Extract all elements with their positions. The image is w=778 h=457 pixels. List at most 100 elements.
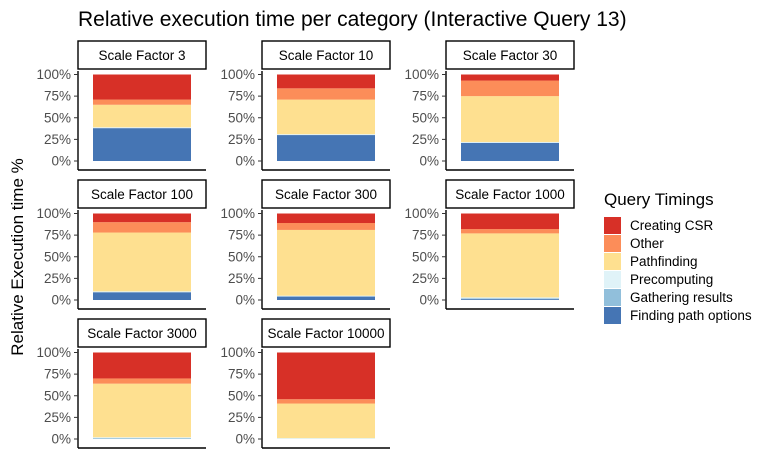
bar-segment-pathfinding: [277, 229, 375, 296]
y-tick-label: 0%: [51, 432, 71, 447]
legend-swatch: [604, 271, 621, 288]
bar-segment-creating-csr: [461, 74, 559, 81]
legend-item-pathfinding: Pathfinding: [604, 253, 698, 270]
y-tick-label: 75%: [412, 89, 439, 104]
facet-strip: [261, 318, 391, 348]
y-tick-label: 25%: [44, 271, 71, 286]
bar-segment-precomputing: [277, 438, 375, 439]
bar-segment-finding-path-options: [277, 135, 375, 161]
y-tick-label: 25%: [412, 132, 439, 147]
y-tick-label: 75%: [44, 367, 71, 382]
y-tick-label: 75%: [228, 89, 255, 104]
facet-panel-scale-factor-10: Scale Factor 10 0% 25% 50% 75% 100%: [220, 40, 391, 171]
bar-segment-pathfinding: [93, 383, 191, 438]
bar-segment-pathfinding: [461, 233, 559, 298]
facet-strip-label: Scale Factor 10000: [267, 326, 384, 341]
y-tick-label: 75%: [228, 367, 255, 382]
bar-segment-other: [93, 99, 191, 105]
facet-strip: [77, 179, 207, 209]
y-tick-label: 100%: [220, 67, 255, 82]
bar-segment-precomputing: [461, 297, 559, 299]
legend-label: Finding path options: [630, 308, 752, 323]
bar-segment-finding-path-options: [461, 299, 559, 300]
y-tick-label: 25%: [228, 410, 255, 425]
bar-segment-creating-csr: [93, 352, 191, 379]
y-tick-label: 75%: [228, 228, 255, 243]
y-tick-label: 25%: [228, 132, 255, 147]
bar-segment-finding-path-options: [461, 142, 559, 161]
y-tick-label: 0%: [235, 154, 255, 169]
facet-strip: [261, 179, 391, 209]
y-tick-label: 100%: [404, 206, 439, 221]
bar-segment-pathfinding: [93, 104, 191, 128]
facet-strip-label: Scale Factor 3: [98, 48, 185, 63]
bar-segment-pathfinding: [93, 232, 191, 292]
bar-segment-other: [277, 399, 375, 404]
bar-segment-creating-csr: [277, 74, 375, 89]
y-tick-label: 0%: [419, 293, 439, 308]
bar-segment-other: [461, 80, 559, 97]
y-tick-label: 100%: [220, 206, 255, 221]
bar-segment-creating-csr: [277, 213, 375, 224]
y-tick-label: 25%: [44, 132, 71, 147]
legend-label: Pathfinding: [630, 254, 698, 269]
facet-panel-scale-factor-3000: Scale Factor 3000 0% 25% 50% 75% 100%: [36, 318, 207, 449]
legend-items: Creating CSR Other Pathfinding Precomputing…: [604, 217, 752, 324]
bar-segment-precomputing: [277, 134, 375, 136]
facet-strip: [445, 179, 575, 209]
legend-swatch: [604, 235, 621, 252]
y-tick-label: 50%: [228, 110, 255, 125]
bar-segment-other: [277, 88, 375, 100]
facet-strip-label: Scale Factor 3000: [87, 326, 197, 341]
bar-segment-precomputing: [93, 437, 191, 439]
bar-segment-pathfinding: [277, 403, 375, 439]
chart-title: Relative execution time per category (In…: [78, 8, 627, 31]
bar-segment-precomputing: [277, 295, 375, 297]
legend-swatch: [604, 289, 621, 306]
legend-label: Creating CSR: [630, 218, 714, 233]
bar-segment-precomputing: [93, 291, 191, 293]
y-tick-label: 100%: [36, 67, 71, 82]
bar-segment-precomputing: [461, 141, 559, 143]
legend-item-finding-path-options: Finding path options: [604, 307, 752, 324]
legend-item-precomputing: Precomputing: [604, 271, 713, 288]
y-tick-label: 75%: [44, 89, 71, 104]
y-tick-label: 25%: [412, 271, 439, 286]
y-tick-label: 0%: [419, 154, 439, 169]
y-tick-label: 50%: [412, 249, 439, 264]
facet-panel-scale-factor-100: Scale Factor 100 0% 25% 50% 75% 100%: [36, 179, 207, 310]
y-tick-label: 75%: [412, 228, 439, 243]
y-tick-label: 50%: [412, 110, 439, 125]
y-tick-label: 50%: [228, 249, 255, 264]
y-tick-label: 100%: [404, 67, 439, 82]
y-axis-title: Relative Execution time %: [8, 158, 27, 355]
facet-strip-label: Scale Factor 30: [463, 48, 558, 63]
legend-swatch: [604, 307, 621, 324]
facet-panel-scale-factor-300: Scale Factor 300 0% 25% 50% 75% 100%: [220, 179, 391, 310]
bar-segment-other: [461, 229, 559, 234]
y-tick-label: 0%: [51, 154, 71, 169]
legend-label: Precomputing: [630, 272, 713, 287]
y-tick-label: 100%: [36, 345, 71, 360]
legend-title: Query Timings: [604, 190, 714, 209]
bar-segment-other: [93, 378, 191, 384]
facet-strip-label: Scale Factor 10: [279, 48, 374, 63]
bar-segment-creating-csr: [93, 213, 191, 223]
bar-segment-precomputing: [93, 127, 191, 129]
bar-segment-finding-path-options: [93, 292, 191, 300]
y-tick-label: 50%: [44, 249, 71, 264]
facet-panel-scale-factor-10000: Scale Factor 10000 0% 25% 50% 75% 100%: [220, 318, 391, 449]
y-tick-label: 100%: [220, 345, 255, 360]
y-tick-label: 100%: [36, 206, 71, 221]
bar-segment-other: [277, 223, 375, 230]
bar-segment-creating-csr: [93, 74, 191, 100]
legend-item-creating-csr: Creating CSR: [604, 217, 714, 234]
legend: Query Timings Creating CSR Other Pathfindi…: [604, 190, 752, 324]
y-tick-label: 0%: [51, 293, 71, 308]
bar-segment-other: [93, 222, 191, 233]
legend-item-gathering-results: Gathering results: [604, 289, 733, 306]
facet-strip-label: Scale Factor 100: [91, 187, 193, 202]
bar-segment-creating-csr: [277, 352, 375, 400]
legend-label: Gathering results: [630, 290, 733, 305]
legend-item-other: Other: [604, 235, 664, 252]
